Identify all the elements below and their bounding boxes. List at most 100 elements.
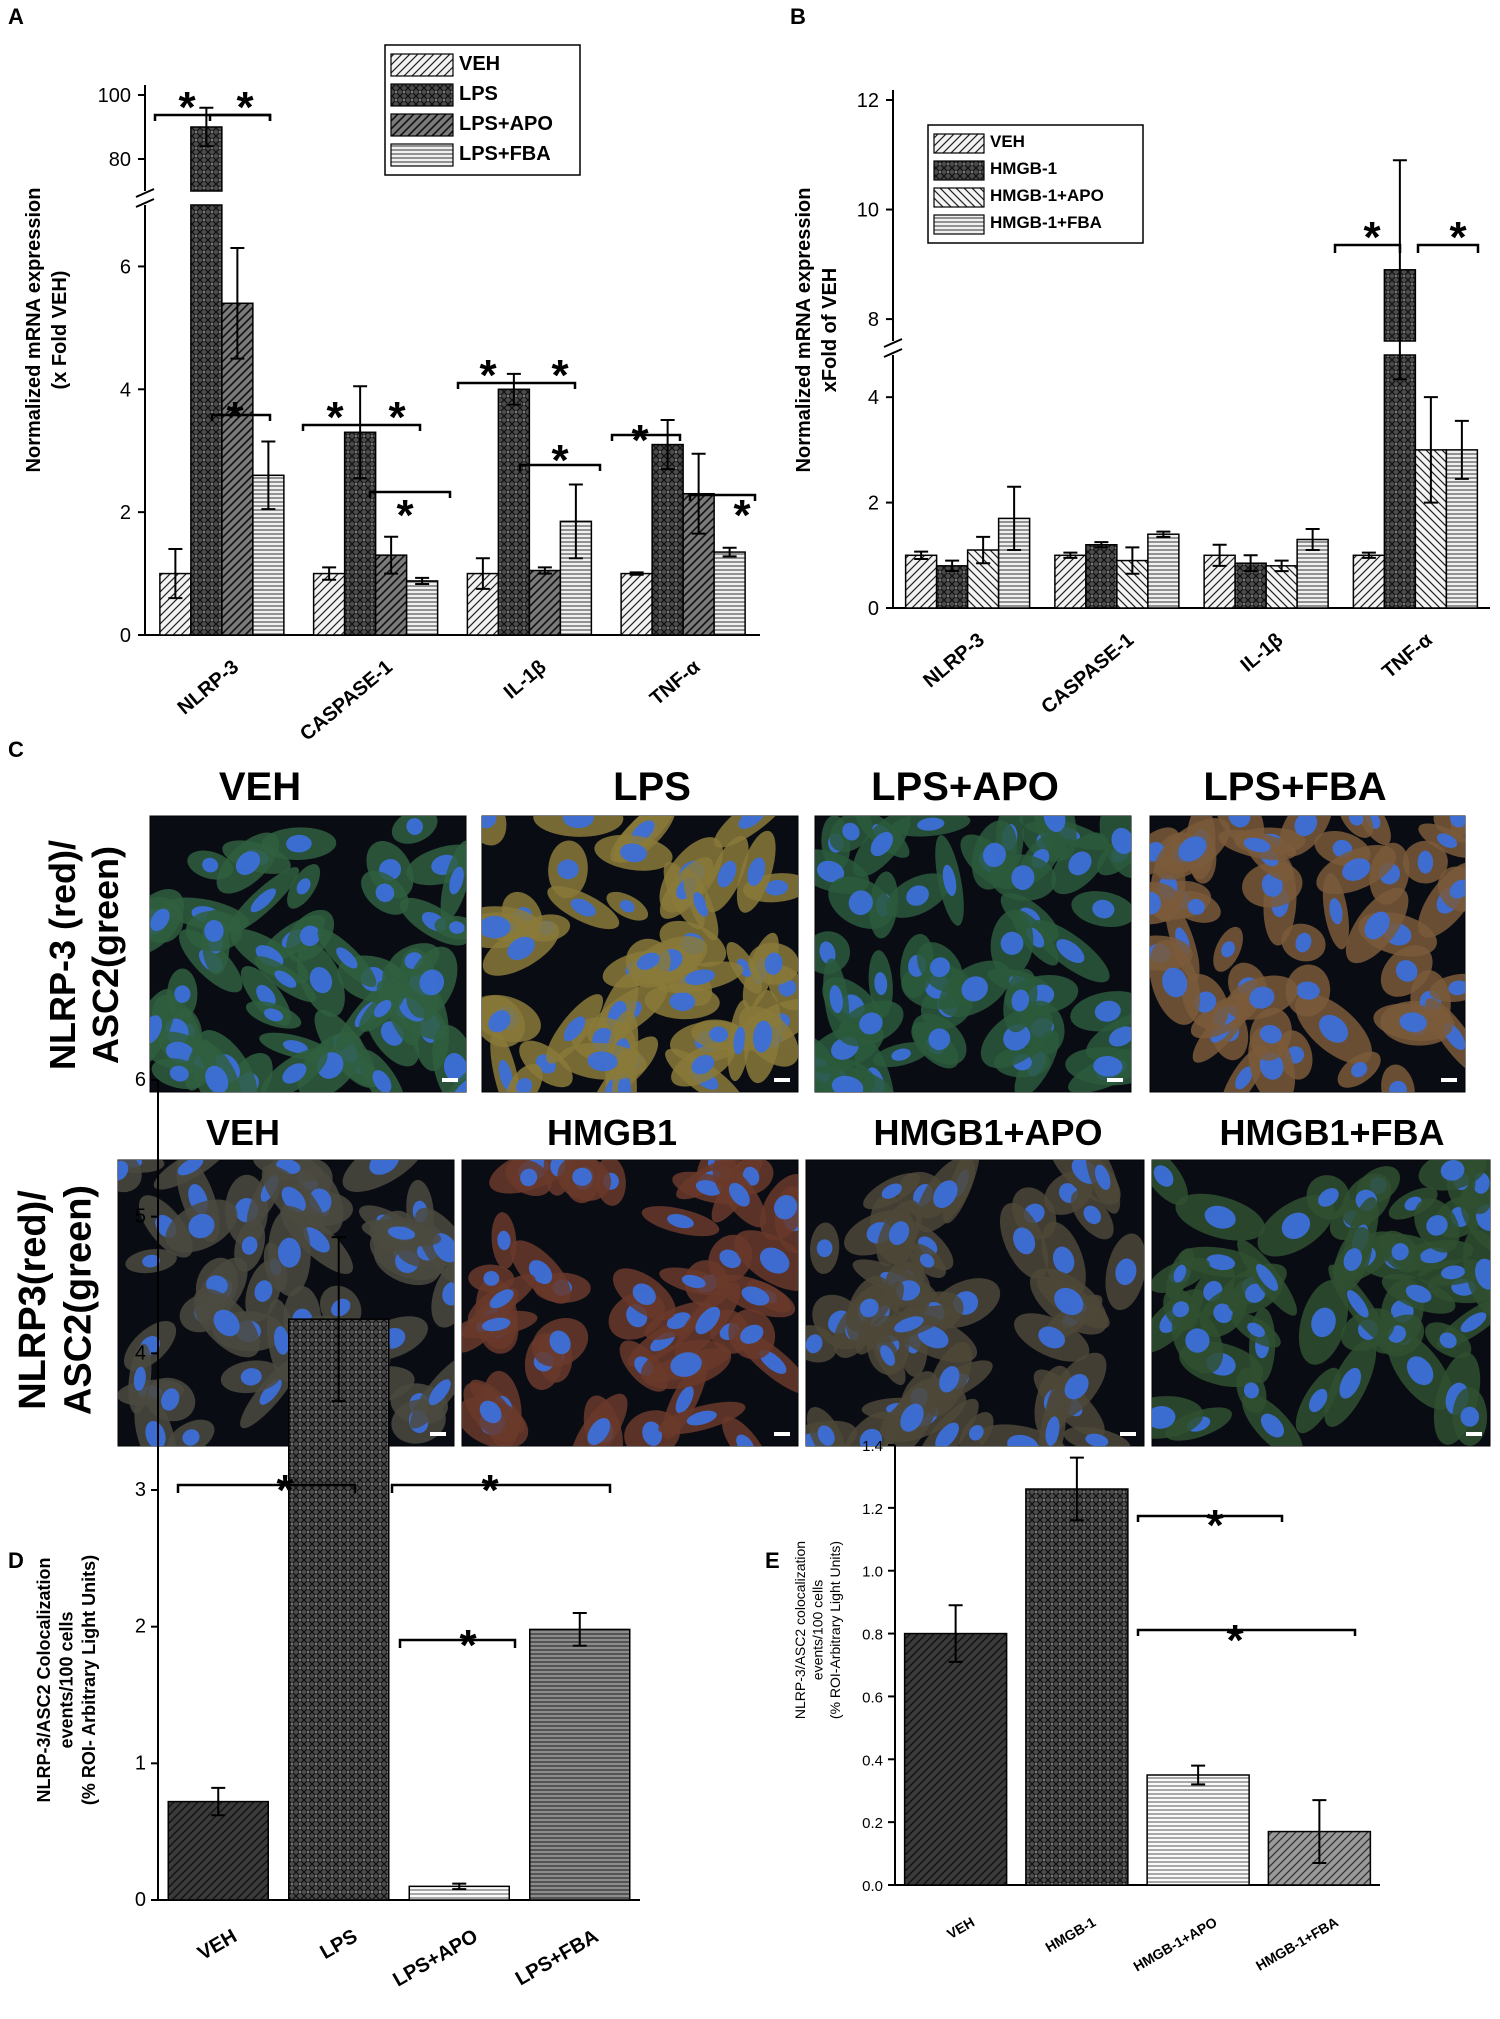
x-tick-label: TNF-α xyxy=(646,656,705,710)
micrograph-row2-0 xyxy=(117,1159,455,1447)
cell-nucleus xyxy=(375,883,395,903)
error-bar xyxy=(1191,1764,1206,1786)
micrograph-row2-2 xyxy=(805,1159,1145,1447)
cell-nucleus xyxy=(1399,1012,1427,1033)
x-tick-label: LPS xyxy=(317,1925,362,1964)
cell-nucleus xyxy=(202,857,219,873)
cell-nucleus xyxy=(759,1247,790,1274)
y-tick-label: 0.2 xyxy=(862,1815,883,1832)
cell-nucleus xyxy=(1351,1062,1368,1078)
x-tick-label: VEH xyxy=(944,1914,977,1942)
cell-nucleus xyxy=(482,816,497,829)
cell-nucleus xyxy=(741,1286,770,1306)
cell-nucleus xyxy=(259,1379,282,1405)
x-tick-label: NLRP-3 xyxy=(919,629,988,692)
axis-break-mark xyxy=(135,188,155,208)
cell-nucleus xyxy=(1426,1215,1448,1236)
cell-nucleus xyxy=(204,920,224,942)
cell-nucleus xyxy=(274,970,297,988)
cell-nucleus xyxy=(1052,1246,1075,1274)
legend-swatch xyxy=(390,113,454,137)
cell-nucleus xyxy=(816,1239,833,1258)
cell-nucleus xyxy=(118,1160,129,1181)
cell-nucleus xyxy=(942,864,957,896)
y-tick-label: 4 xyxy=(135,1342,146,1364)
cell-nucleus xyxy=(1448,980,1465,996)
significance-bracket xyxy=(1333,243,1402,253)
legend-label: LPS+FBA xyxy=(459,143,551,165)
cell-nucleus xyxy=(562,816,594,829)
cell-nucleus xyxy=(1417,850,1434,874)
cell-nucleus xyxy=(733,1026,746,1055)
legend-label: HMGB-1+FBA xyxy=(990,213,1102,232)
cell-nucleus xyxy=(1013,1227,1036,1255)
significance-bracket xyxy=(208,113,272,121)
cell-nucleus xyxy=(778,979,797,997)
cell-nucleus xyxy=(150,908,170,931)
cell-nucleus xyxy=(888,1221,910,1245)
cell-nucleus xyxy=(1389,1080,1407,1092)
y-tick-label: 1.2 xyxy=(862,1501,883,1518)
micrograph-title: HMGB1+FBA xyxy=(1219,1112,1444,1153)
x-tick-label: HMGB-1 xyxy=(1043,1914,1099,1956)
cell-nucleus xyxy=(549,1330,571,1355)
cell-nucleus xyxy=(282,1040,308,1054)
cell-nucleus xyxy=(684,969,715,985)
cell-nucleus xyxy=(842,822,860,841)
cell-nucleus xyxy=(133,1366,146,1391)
x-tick-label: LPS+APO xyxy=(389,1925,481,1991)
cell-nucleus xyxy=(1295,932,1312,953)
cell-nucleus xyxy=(1007,1434,1039,1446)
cell-nucleus xyxy=(829,985,843,1014)
significance-star: * xyxy=(326,393,344,442)
cell-nucleus xyxy=(1003,1024,1031,1051)
cell-nucleus xyxy=(1185,1328,1210,1353)
cell-nucleus xyxy=(1150,891,1162,915)
scale-bar xyxy=(442,1078,458,1082)
significance-bracket xyxy=(176,1483,357,1493)
cell-nucleus xyxy=(906,885,929,906)
y-tick-label: 0.0 xyxy=(862,1878,883,1895)
cell-nucleus xyxy=(1256,1264,1279,1291)
cell-nucleus xyxy=(482,915,511,939)
cells xyxy=(806,1160,1144,1446)
panel-c-micrographs: VEH LPS LPS+APO LPS+FBA VEH HMGB1 HMGB1+APO HMG… xyxy=(12,765,1491,1447)
significance-star: * xyxy=(1363,213,1381,262)
legend-swatch xyxy=(933,160,985,181)
micrograph-title: VEH xyxy=(219,765,301,809)
scale-bar xyxy=(1107,1078,1123,1082)
cell-nucleus xyxy=(516,1077,533,1092)
cell-nucleus xyxy=(213,1309,240,1337)
cell-nucleus xyxy=(968,1424,984,1441)
y-tick-label: 2 xyxy=(135,1616,146,1638)
error-bar xyxy=(415,576,430,586)
micrograph-title: HMGB1 xyxy=(547,1112,677,1153)
legend-label: HMGB-1 xyxy=(990,159,1057,178)
cell-nucleus xyxy=(1054,1287,1084,1316)
y-axis-label: Normalized mRNA expression xFold of VEH xyxy=(793,188,841,473)
legend-label: LPS+APO xyxy=(459,113,553,135)
error-bar xyxy=(1007,485,1022,552)
x-tick-label: VEH xyxy=(194,1925,241,1965)
error-bar xyxy=(629,571,644,576)
micrograph-row2-1 xyxy=(461,1159,799,1447)
error-bar xyxy=(353,385,368,480)
significance-bracket xyxy=(368,490,452,498)
cell-nucleus xyxy=(831,1075,864,1092)
bar xyxy=(904,554,938,609)
y-tick-label: 2 xyxy=(120,502,131,524)
error-bar xyxy=(322,566,337,581)
cell-nucleus xyxy=(1342,858,1371,881)
cell-nucleus xyxy=(1243,837,1271,853)
legend-swatch xyxy=(933,187,985,208)
significance-star: * xyxy=(1206,1501,1224,1550)
cell-nucleus xyxy=(498,1059,513,1091)
error-bar xyxy=(691,452,706,535)
legend-swatch xyxy=(390,143,454,167)
significance-star: * xyxy=(551,436,569,485)
cell-nucleus xyxy=(520,1168,538,1187)
cell-nucleus xyxy=(1153,1165,1174,1187)
cell-nucleus xyxy=(717,860,737,888)
significance-star: * xyxy=(733,491,751,540)
cell-nucleus xyxy=(1111,827,1131,855)
